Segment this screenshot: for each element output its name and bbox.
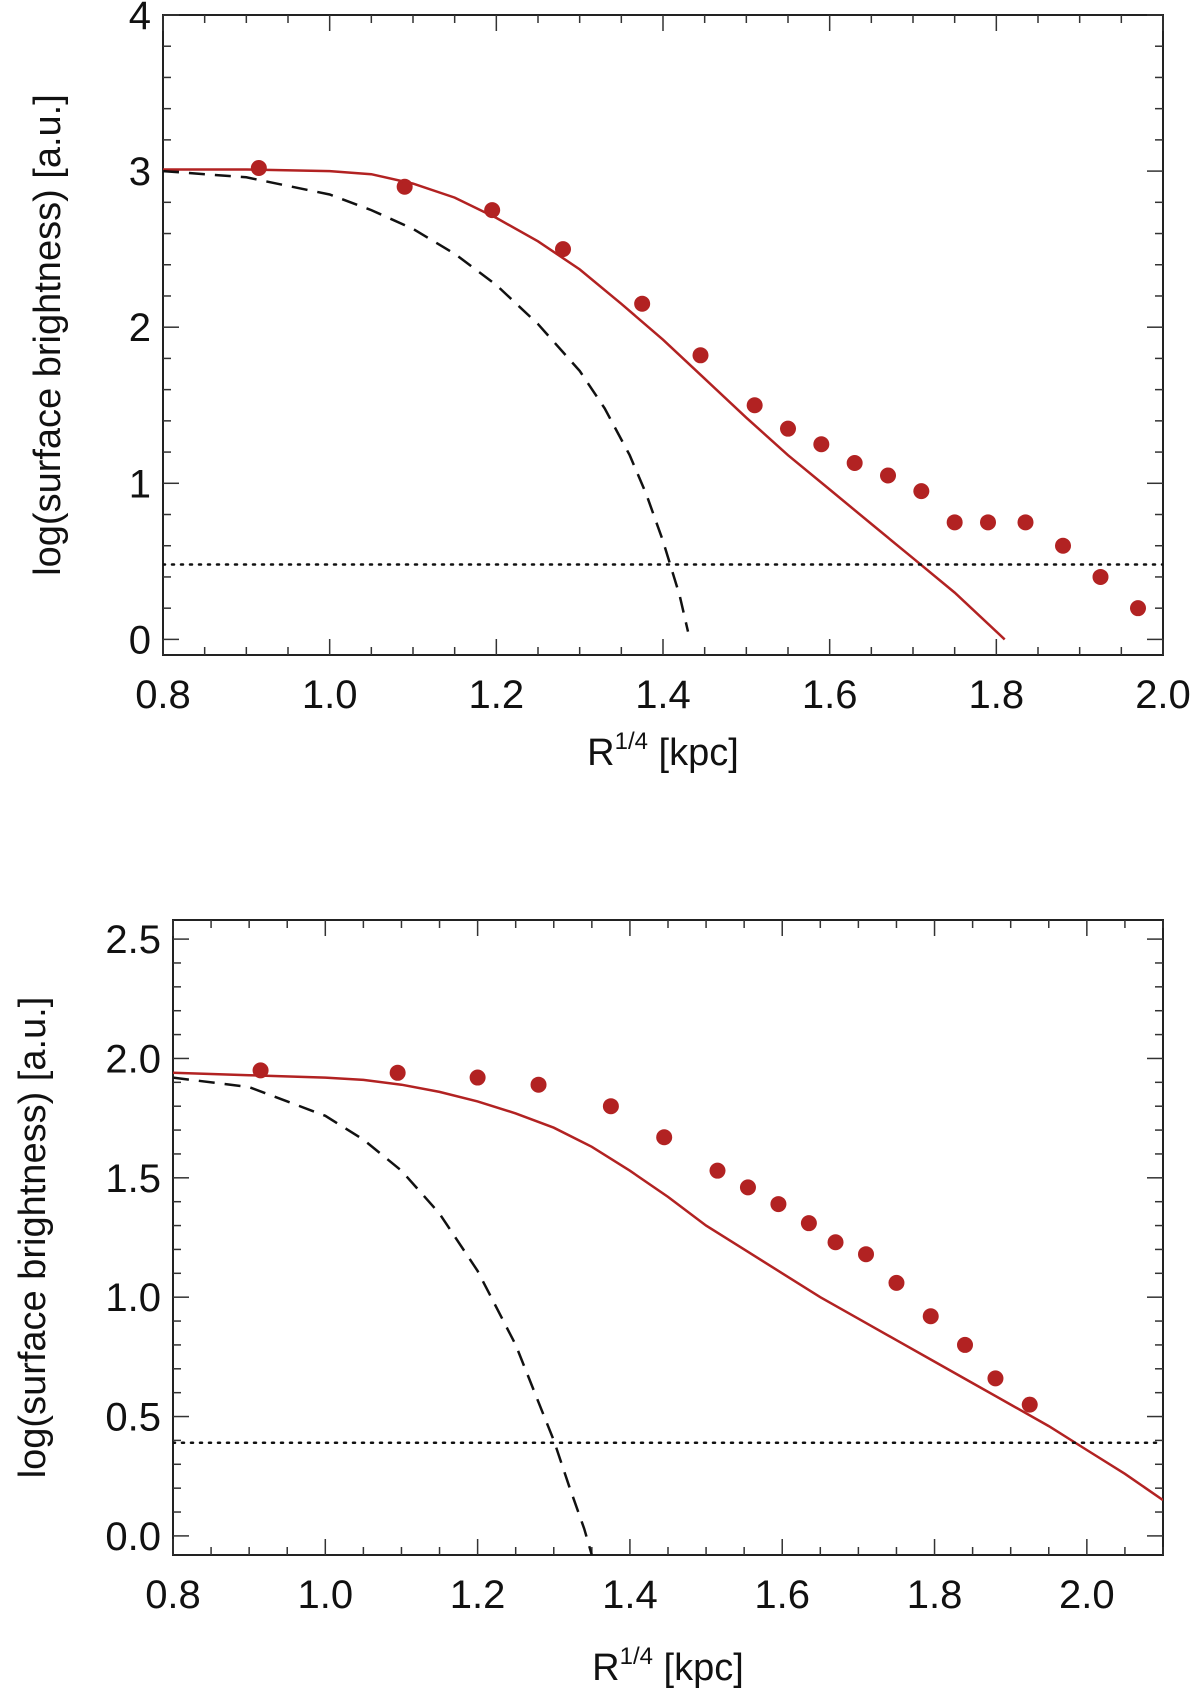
data-point bbox=[469, 1069, 486, 1086]
data-point bbox=[1055, 537, 1071, 554]
y-tick-label: 0.0 bbox=[105, 1515, 161, 1559]
x-tick-label: 2.0 bbox=[1135, 673, 1191, 717]
data-point bbox=[634, 295, 651, 312]
x-axis-label-superscript: 1/4 bbox=[620, 1643, 653, 1670]
y-tick-label: 1.5 bbox=[105, 1157, 161, 1201]
x-tick-label: 1.4 bbox=[602, 1573, 658, 1617]
plot-frame bbox=[172, 919, 1164, 1556]
x-axis-label: R1/4 [kpc] bbox=[592, 1643, 744, 1689]
y-axis-label: log(surface brightness) [a.u.] bbox=[12, 997, 54, 1479]
model-fit-line bbox=[173, 1071, 1163, 1502]
series-group bbox=[163, 159, 1163, 641]
data-point bbox=[602, 1098, 619, 1115]
x-tick-label: 2.0 bbox=[1059, 1573, 1115, 1617]
data-point bbox=[987, 1370, 1004, 1387]
x-tick-label: 1.6 bbox=[802, 673, 858, 717]
data-point bbox=[739, 1179, 756, 1196]
x-tick-label: 1.8 bbox=[969, 673, 1025, 717]
data-point bbox=[530, 1076, 547, 1093]
data-point bbox=[846, 455, 863, 471]
plot-frame bbox=[162, 14, 1164, 656]
data-point bbox=[746, 397, 763, 414]
data-point bbox=[813, 436, 830, 453]
x-tick-label: 1.8 bbox=[907, 1573, 963, 1617]
y-tick-label: 3 bbox=[129, 150, 151, 194]
component-dashed-line bbox=[163, 169, 690, 632]
x-axis-label: R1/4 [kpc] bbox=[587, 728, 739, 774]
data-point bbox=[1017, 514, 1034, 531]
x-axis-label-unit: [kpc] bbox=[653, 1647, 744, 1689]
data-point bbox=[1130, 600, 1146, 617]
data-point bbox=[250, 159, 267, 176]
y-tick-label: 2.0 bbox=[105, 1037, 161, 1081]
data-point bbox=[1021, 1396, 1038, 1413]
y-tick-label: 2.5 bbox=[105, 918, 161, 962]
data-point bbox=[692, 347, 709, 364]
data-point bbox=[888, 1274, 905, 1291]
model-fit-line bbox=[163, 168, 1006, 641]
chart-panel-1: 0.8 1.0 1.2 1.4 1.6 1.8 2.0 0 1 2 3 4 R1/4 [kpc] log(… bbox=[27, 0, 1191, 774]
y-tick-label: 0.5 bbox=[105, 1396, 161, 1440]
data-point bbox=[800, 1215, 817, 1232]
y-tick-label: 0 bbox=[129, 618, 151, 662]
x-tick-label: 1.0 bbox=[302, 673, 358, 717]
data-point bbox=[880, 467, 896, 484]
data-point bbox=[555, 241, 571, 258]
y-tick-label: 2 bbox=[129, 306, 151, 350]
y-axis-label: log(surface brightness) [a.u.] bbox=[27, 94, 69, 576]
y-tick-label: 1.0 bbox=[105, 1276, 161, 1320]
series-group bbox=[173, 1062, 1163, 1555]
data-point bbox=[1092, 568, 1109, 585]
data-point bbox=[770, 1196, 787, 1213]
data-point bbox=[709, 1162, 726, 1179]
data-point bbox=[389, 1064, 406, 1081]
data-point bbox=[780, 420, 796, 437]
x-tick-label: 1.6 bbox=[754, 1573, 810, 1617]
data-point bbox=[827, 1234, 844, 1251]
y-tick-label: 1 bbox=[129, 462, 151, 506]
data-point bbox=[946, 514, 963, 531]
x-axis-label-main: R bbox=[587, 732, 614, 774]
x-tick-label: 1.4 bbox=[635, 673, 691, 717]
data-point bbox=[913, 483, 930, 500]
x-axis-label-main: R bbox=[592, 1647, 619, 1689]
data-point bbox=[656, 1129, 673, 1146]
x-axis-label-unit: [kpc] bbox=[648, 732, 739, 774]
data-point bbox=[980, 514, 996, 531]
component-dashed-line bbox=[173, 1076, 594, 1555]
chart-panel-2: 0.8 1.0 1.2 1.4 1.6 1.8 2.0 0.0 0.5 1.0 1.5 2.0 2.5 R… bbox=[12, 918, 1164, 1689]
data-point bbox=[858, 1246, 874, 1263]
x-axis-label-superscript: 1/4 bbox=[615, 728, 648, 755]
x-tick-label: 1.2 bbox=[450, 1573, 506, 1617]
x-tick-label: 1.0 bbox=[298, 1573, 354, 1617]
x-tick-label: 0.8 bbox=[145, 1573, 201, 1617]
data-point bbox=[957, 1336, 973, 1353]
x-tick-label: 1.2 bbox=[469, 673, 525, 717]
y-tick-label: 4 bbox=[129, 0, 151, 38]
x-tick-label: 0.8 bbox=[135, 673, 191, 717]
data-point bbox=[922, 1308, 939, 1325]
